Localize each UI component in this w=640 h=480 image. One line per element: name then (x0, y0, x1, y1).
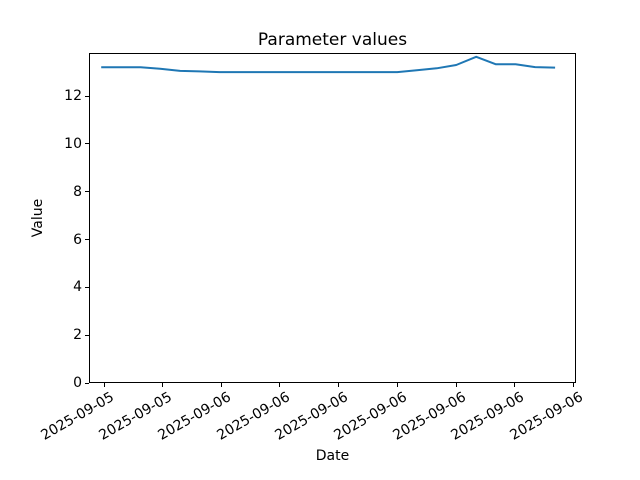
x-tick-mark (279, 383, 281, 387)
y-axis-label: Value (30, 198, 46, 238)
x-axis-label: Date (315, 448, 350, 464)
y-tick-mark (85, 382, 89, 384)
y-tick-label: 10 (64, 135, 82, 152)
x-tick-mark (103, 383, 105, 387)
x-tick-mark (514, 383, 516, 387)
y-tick-label: 4 (73, 279, 82, 296)
plot-area (89, 53, 576, 383)
y-tick-label: 2 (73, 327, 82, 344)
x-tick-mark (572, 383, 574, 387)
x-tick-mark (338, 383, 340, 387)
y-tick-mark (85, 191, 89, 193)
plot-svg (101, 55, 556, 74)
y-tick-mark (85, 239, 89, 240)
x-tick-mark (162, 383, 163, 387)
parameter-line (101, 55, 556, 74)
y-tick-mark (85, 286, 89, 288)
y-tick-label: 12 (64, 88, 82, 104)
y-tick-label: 0 (73, 375, 82, 391)
x-tick-mark (221, 383, 222, 387)
y-tick-mark (85, 143, 89, 145)
y-tick-mark (85, 334, 89, 336)
chart-title: Parameter values (257, 30, 408, 50)
y-tick-label: 8 (73, 183, 82, 200)
y-tick-mark (85, 95, 89, 97)
x-tick-mark (455, 383, 457, 387)
y-tick-label: 6 (73, 231, 82, 248)
x-tick-mark (396, 383, 398, 387)
